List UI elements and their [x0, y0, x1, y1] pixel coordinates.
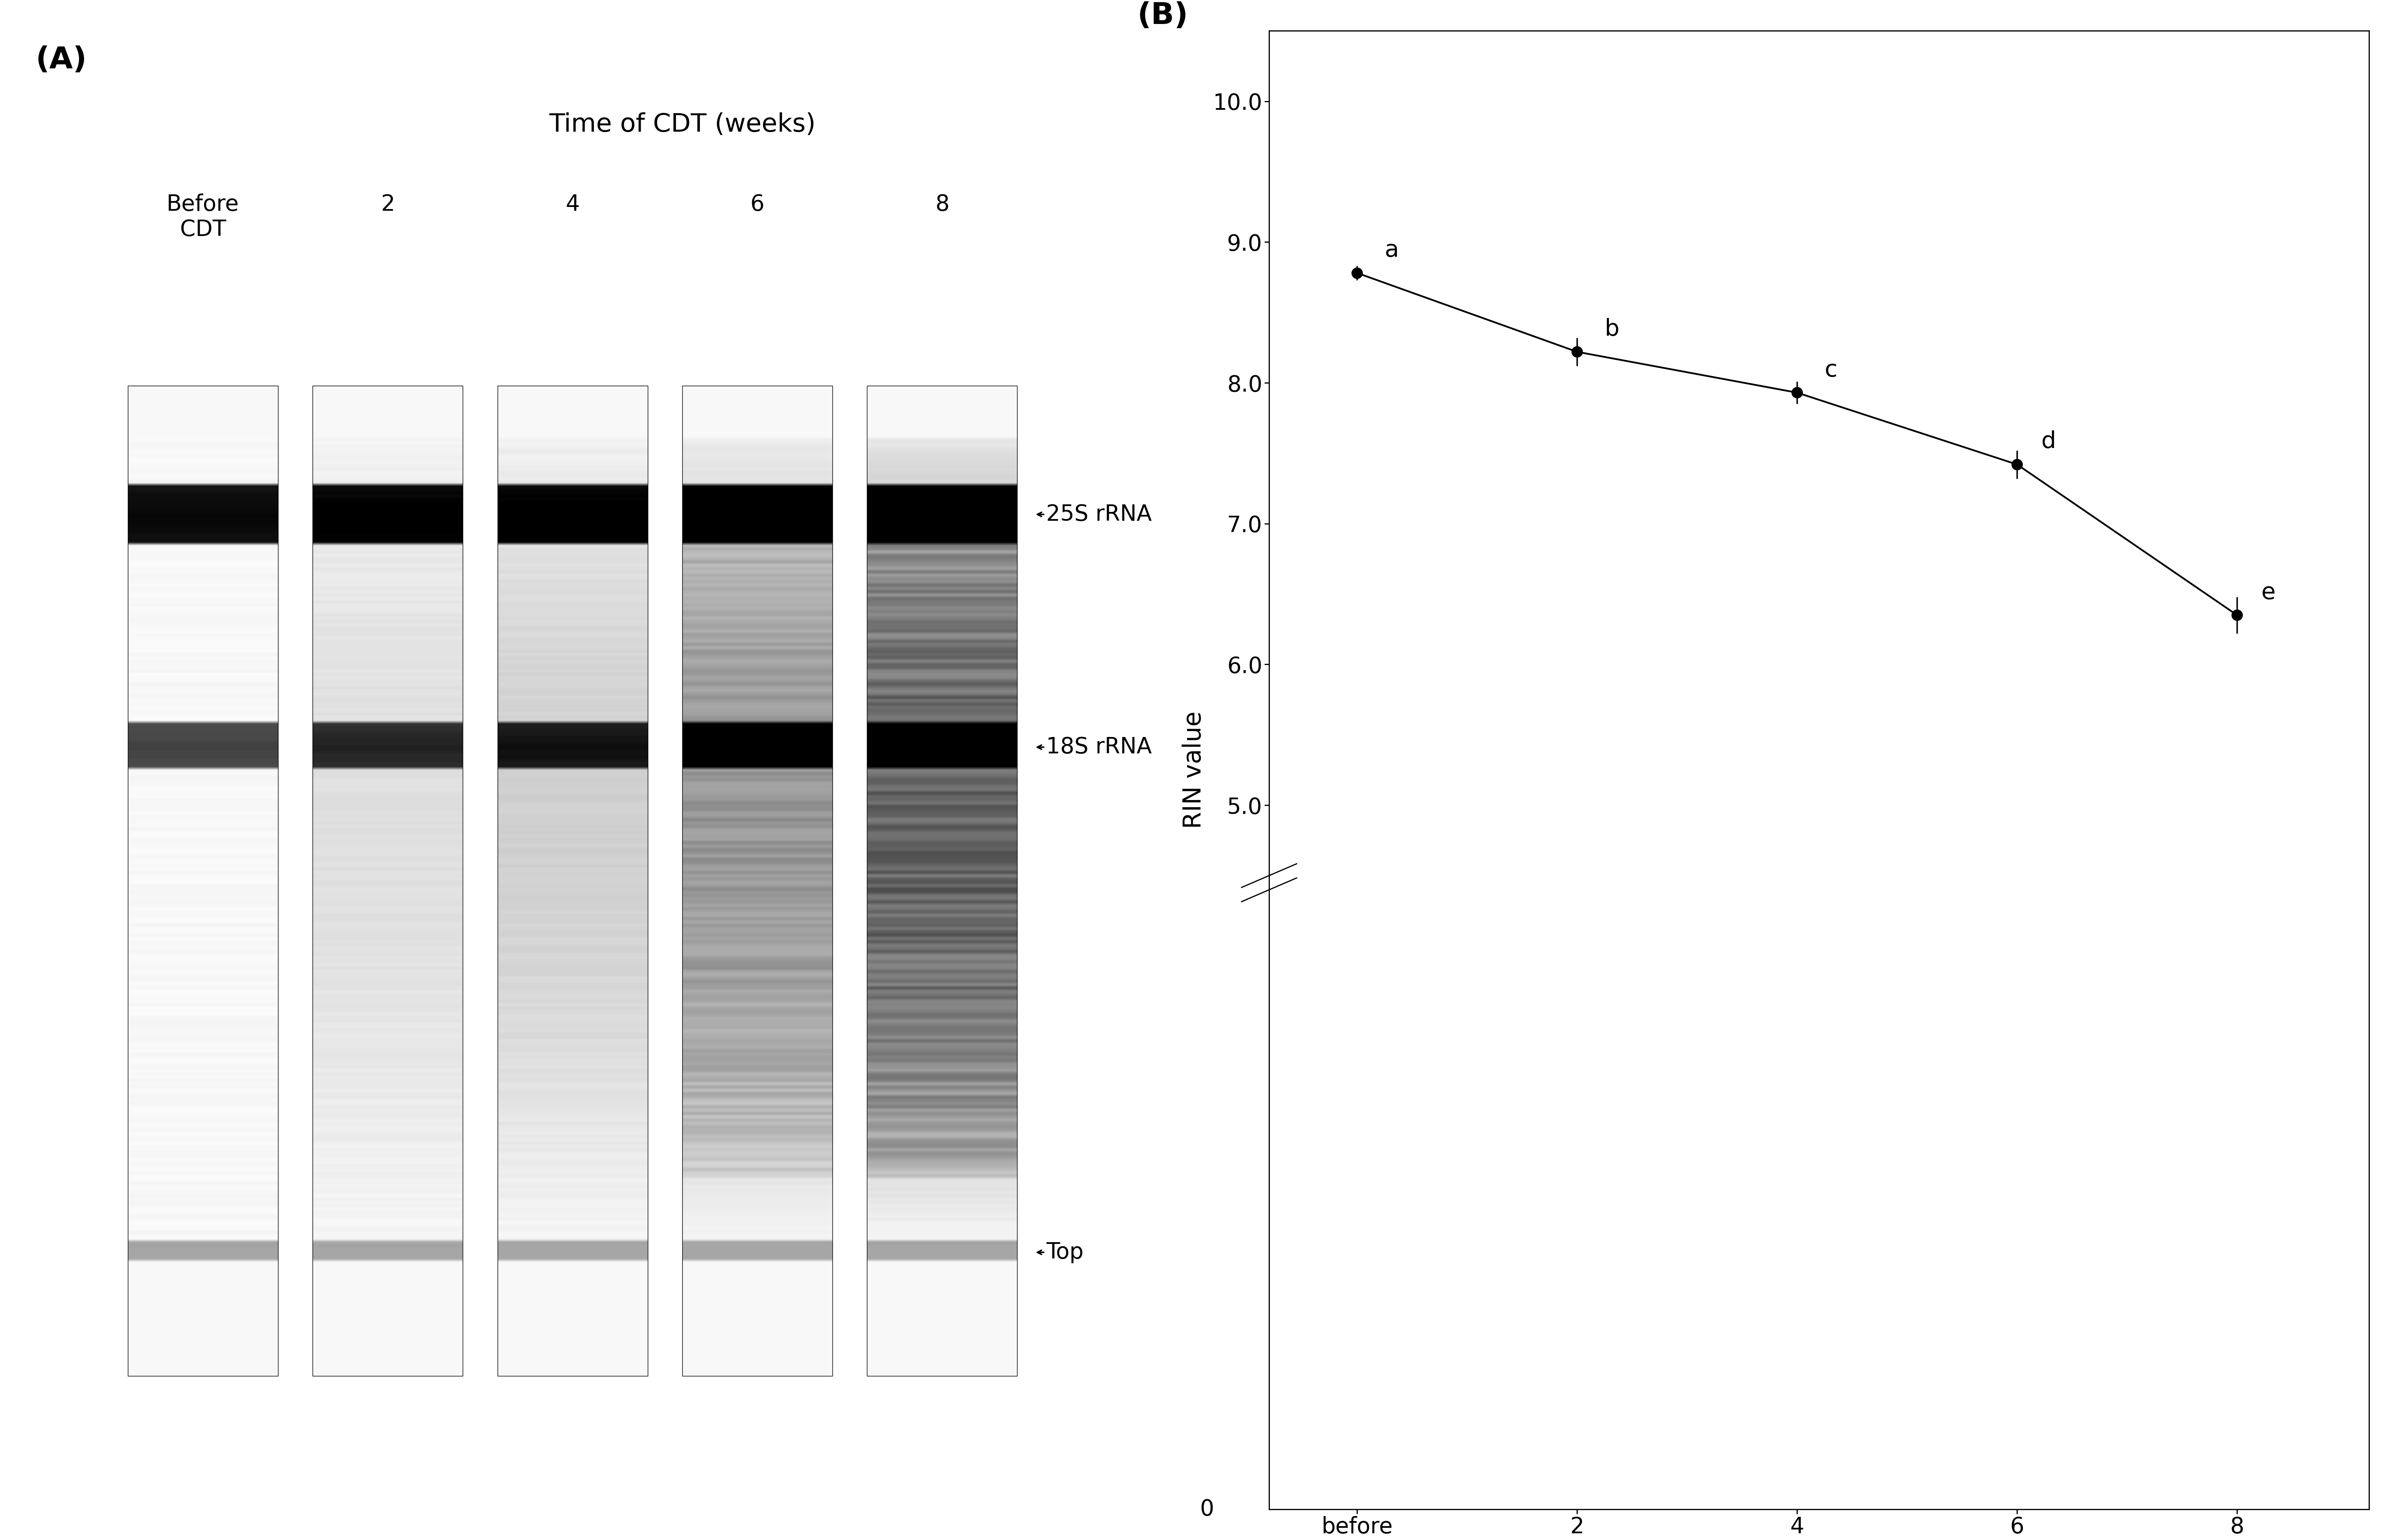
Y-axis label: RIN value: RIN value: [1182, 711, 1206, 829]
Text: 2: 2: [380, 194, 395, 216]
Text: 25S rRNA: 25S rRNA: [1036, 504, 1151, 525]
Bar: [682, 385, 833, 1377]
Text: 4: 4: [565, 194, 579, 216]
Bar: [127, 385, 278, 1377]
Bar: [498, 385, 649, 1377]
Text: 6: 6: [751, 194, 763, 216]
Text: Top: Top: [1036, 1241, 1084, 1263]
Text: (A): (A): [36, 46, 86, 74]
Text: 18S rRNA: 18S rRNA: [1036, 736, 1151, 758]
Text: Time of CDT (weeks): Time of CDT (weeks): [548, 112, 816, 137]
Text: b: b: [1606, 317, 1620, 340]
Text: c: c: [1823, 359, 1838, 382]
Bar: [866, 385, 1017, 1377]
Text: a: a: [1386, 239, 1400, 262]
Text: Before
CDT: Before CDT: [168, 194, 239, 240]
Text: (B): (B): [1137, 2, 1189, 31]
Bar: [313, 385, 462, 1377]
Text: e: e: [2261, 581, 2276, 604]
Text: d: d: [2041, 431, 2056, 453]
Text: 0: 0: [1199, 1498, 1213, 1520]
Text: 8: 8: [936, 194, 950, 216]
